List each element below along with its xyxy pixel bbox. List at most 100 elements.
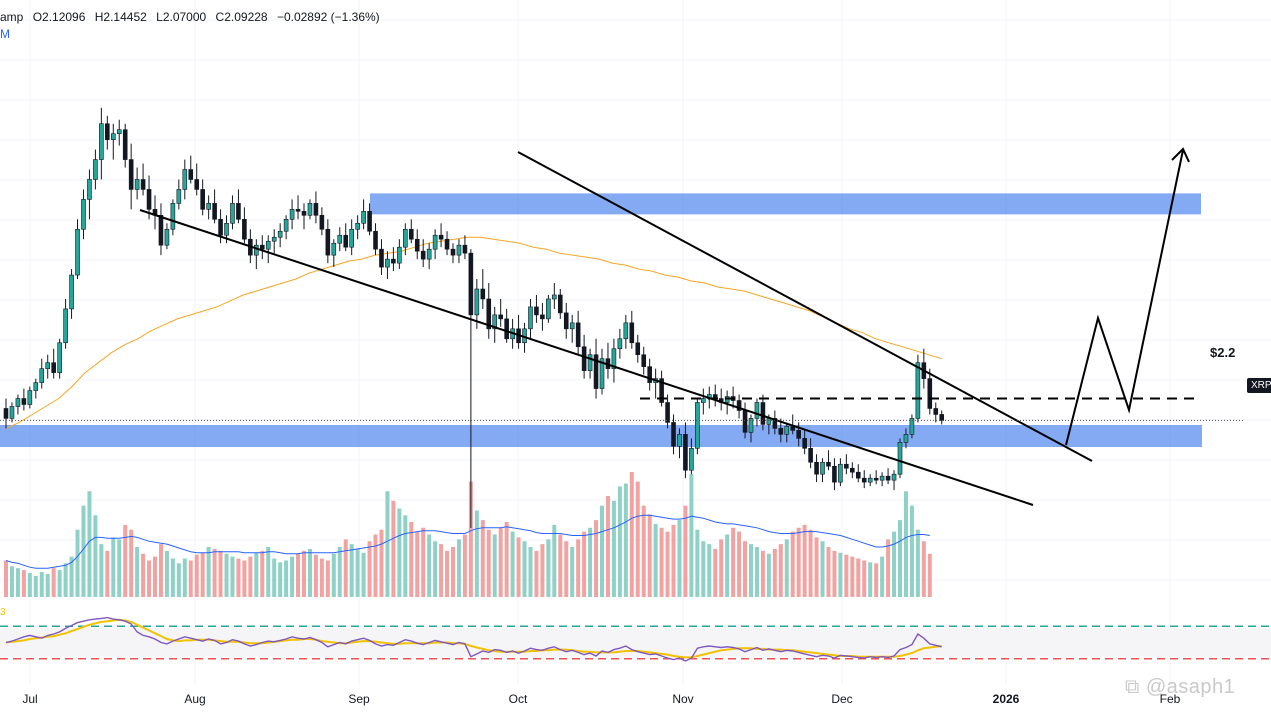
volume-bar xyxy=(814,537,819,597)
candle-body xyxy=(81,199,86,230)
candle xyxy=(105,115,110,150)
candle xyxy=(242,207,247,244)
volume-bar xyxy=(164,550,169,597)
candle-body xyxy=(808,448,813,463)
candle-body xyxy=(647,366,652,383)
candle-body xyxy=(838,463,843,483)
candle xyxy=(313,191,319,224)
candle xyxy=(903,428,909,449)
volume-bar xyxy=(170,558,175,597)
candle xyxy=(456,239,462,264)
volume-bar xyxy=(516,537,521,597)
volume-bar xyxy=(725,534,730,597)
candle-body xyxy=(659,378,664,403)
candle xyxy=(158,203,164,256)
candle xyxy=(772,410,778,435)
candle xyxy=(349,219,354,256)
volume-bar xyxy=(272,558,277,597)
volume-bar xyxy=(75,529,80,597)
candle-body xyxy=(337,234,343,244)
candle-body xyxy=(343,234,349,248)
volume-bar xyxy=(158,544,163,597)
volume-bar xyxy=(462,534,467,597)
candle-body xyxy=(575,322,581,348)
candle-body xyxy=(349,228,354,248)
candle xyxy=(933,402,939,423)
candle-body xyxy=(27,390,33,405)
volume-bar xyxy=(230,556,235,597)
candle xyxy=(170,199,176,236)
candle xyxy=(808,438,813,469)
candle xyxy=(21,388,27,411)
candle-body xyxy=(39,368,45,383)
volume-bar xyxy=(754,547,759,597)
volume-bar xyxy=(93,515,98,597)
low-value: L2.07000 xyxy=(156,10,207,24)
candle xyxy=(122,123,128,168)
candle-body xyxy=(528,306,533,330)
volume-bar xyxy=(87,491,92,597)
candle xyxy=(373,223,378,256)
candle-body xyxy=(93,159,98,180)
candle-body xyxy=(861,477,867,483)
volume-bar xyxy=(409,522,414,597)
volume-bar xyxy=(844,554,849,597)
candle-body xyxy=(164,228,170,246)
volume-bar xyxy=(683,505,688,597)
volume-bar xyxy=(874,563,879,597)
volume-bar xyxy=(111,537,116,597)
candle xyxy=(438,223,444,248)
volume-bar xyxy=(832,550,837,597)
volume-bar xyxy=(439,544,444,597)
volume-bar xyxy=(373,534,378,597)
volume-bar xyxy=(492,534,497,597)
volume-bar xyxy=(927,553,932,597)
volume-bar xyxy=(129,529,134,597)
volume-bar xyxy=(671,524,676,597)
candle xyxy=(516,314,521,349)
volume-bar xyxy=(81,505,86,597)
candle-body xyxy=(379,248,384,268)
candle xyxy=(331,239,337,268)
volume-bar xyxy=(903,491,908,597)
volume-bar xyxy=(892,531,897,597)
candle-body xyxy=(75,228,80,276)
candle xyxy=(754,398,760,427)
candle xyxy=(546,294,551,323)
candle-body xyxy=(593,354,599,389)
volume-bar xyxy=(242,560,247,597)
candle xyxy=(283,215,289,240)
candle-body xyxy=(486,298,492,330)
projection-path xyxy=(1065,149,1184,446)
volume-bar xyxy=(749,544,753,597)
candle-body xyxy=(671,422,676,447)
change-value: −0.02892 (−1.36%) xyxy=(276,10,380,24)
candle-body xyxy=(599,358,605,389)
volume-bar xyxy=(921,541,926,597)
candle xyxy=(498,298,503,327)
candle-body xyxy=(259,244,265,250)
volume-bar xyxy=(200,552,205,597)
candle xyxy=(736,394,742,419)
candle-body xyxy=(832,465,837,483)
candle-body xyxy=(331,242,337,256)
candle xyxy=(712,384,718,407)
candle xyxy=(569,314,575,343)
candle-body xyxy=(689,448,694,471)
volume-bar xyxy=(611,500,616,597)
candle-body xyxy=(873,477,879,481)
candle-body xyxy=(432,234,438,250)
candle-body xyxy=(617,338,623,350)
volume-bar xyxy=(594,520,599,597)
symbol-price-badge[interactable]: XRP xyxy=(1247,378,1271,393)
candle-body xyxy=(581,346,587,371)
candle xyxy=(659,370,664,407)
candle xyxy=(355,215,360,240)
candle-body xyxy=(224,222,229,236)
candle xyxy=(468,249,474,528)
candle-body xyxy=(802,438,807,449)
candle-body xyxy=(903,434,909,443)
resistance-price-label: $2.2 xyxy=(1210,345,1236,360)
